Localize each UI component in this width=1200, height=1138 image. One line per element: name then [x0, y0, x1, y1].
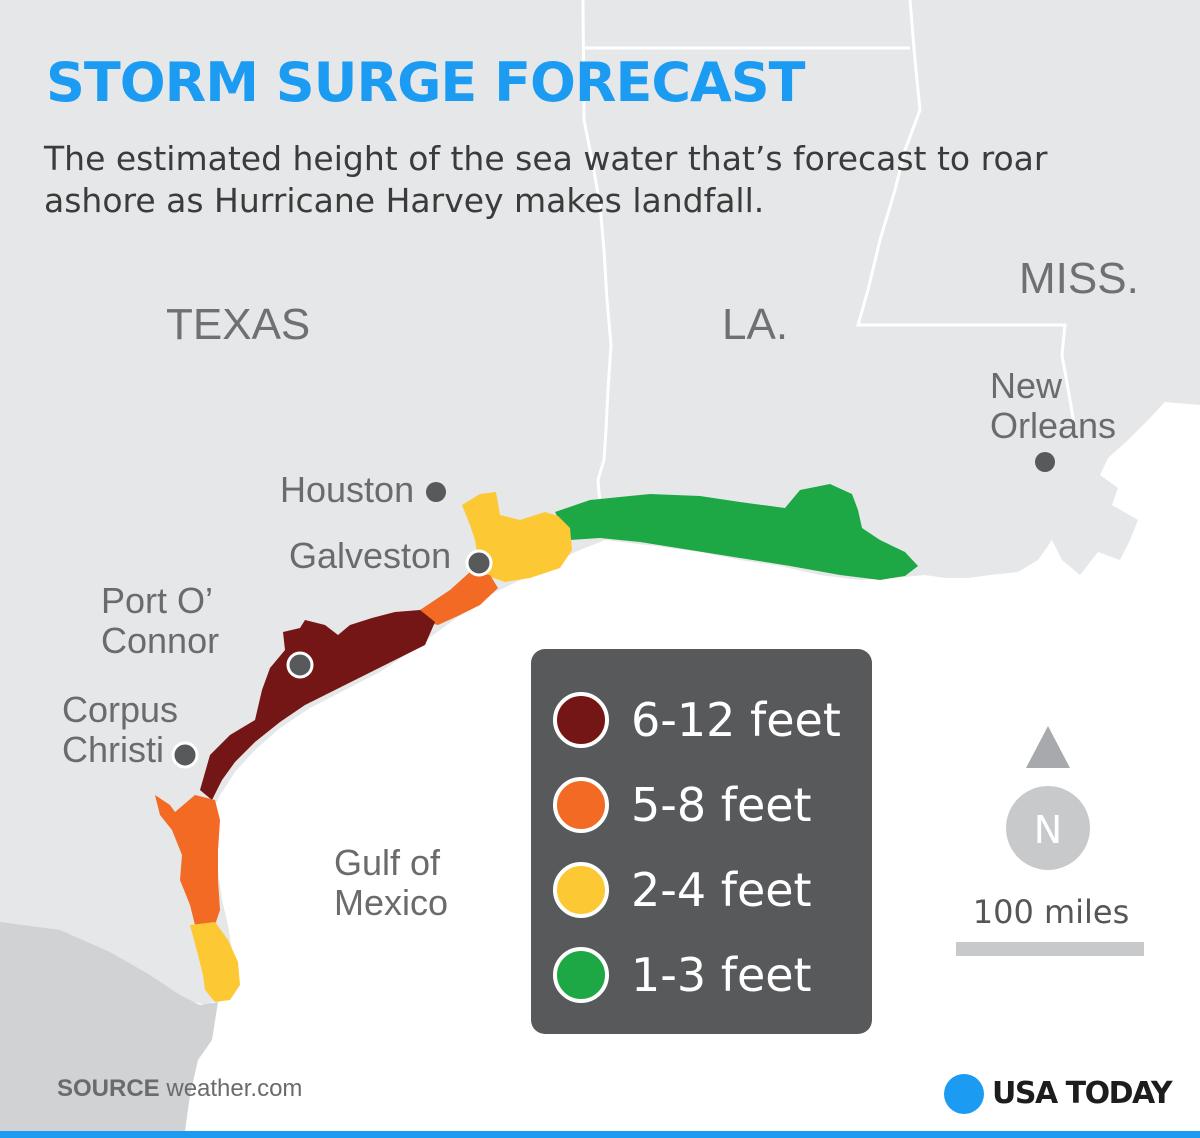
- subtitle: The estimated height of the sea water th…: [44, 139, 1048, 220]
- surge-zone-5-8ft-south-texas: [155, 795, 220, 925]
- surge-zone-6-12ft-matagorda: [200, 610, 435, 800]
- city-label-houston: Houston: [280, 469, 415, 510]
- corpus-christi-dot: [171, 741, 199, 769]
- brand-logo: USA TODAY: [944, 1074, 1173, 1114]
- legend-swatch: [553, 691, 609, 748]
- brand-dot-icon: [944, 1074, 984, 1114]
- legend-swatch: [553, 776, 609, 833]
- legend-label: 2-4 feet: [631, 862, 812, 917]
- scale-label: 100 miles: [972, 893, 1130, 931]
- new-orleans-dot: [1035, 452, 1055, 472]
- texas-louisiana-border: [581, 0, 613, 506]
- bottom-rule: [0, 1131, 1200, 1138]
- state-label-mississippi: MISS.: [1019, 254, 1139, 303]
- mexico-land: [0, 922, 218, 1131]
- state-label-louisiana: LA.: [722, 300, 789, 349]
- city-label-corpus-christi: Corpus Christi: [62, 689, 179, 770]
- compass-letter: N: [1034, 808, 1062, 852]
- legend-item: 2-4 feet: [553, 847, 872, 932]
- legend-item: 6-12 feet: [553, 677, 872, 762]
- port-oconnor-dot: [286, 651, 314, 679]
- legend-swatch: [553, 946, 609, 1003]
- north-arrow-icon: [1026, 726, 1070, 768]
- source-value: weather.com: [166, 1075, 303, 1102]
- houston-dot: [426, 482, 446, 502]
- title: STORM SURGE FORECAST: [46, 51, 805, 114]
- legend-item: 5-8 feet: [553, 762, 872, 847]
- source-key: SOURCE: [57, 1075, 160, 1102]
- surge-zone-2-4ft-south-texas: [190, 922, 240, 1002]
- legend-label: 5-8 feet: [631, 777, 812, 832]
- city-label-new-orleans: New Orleans: [990, 365, 1117, 446]
- surge-zone-5-8ft-galveston: [420, 572, 498, 625]
- state-label-texas: TEXAS: [166, 300, 311, 349]
- source-credit: SOURCE weather.com: [57, 1075, 302, 1103]
- city-label-galveston: Galveston: [289, 535, 452, 576]
- legend-item: 1-3 feet: [553, 932, 872, 1017]
- scale-bar: [956, 942, 1144, 956]
- galveston-dot: [465, 549, 493, 577]
- brand-name: USA TODAY: [992, 1076, 1173, 1111]
- surge-zone-1-3ft-louisiana: [555, 484, 918, 580]
- legend-label: 6-12 feet: [631, 692, 841, 747]
- city-label-port-oconnor: Port O’ Connor: [101, 580, 220, 661]
- louisiana-mississippi-border: [856, 0, 1077, 431]
- legend-label: 1-3 feet: [631, 947, 812, 1002]
- compass-circle: [1006, 786, 1090, 870]
- water-label-gulf-of-mexico: Gulf of Mexico: [334, 842, 449, 923]
- legend-swatch: [553, 861, 609, 918]
- legend: 6-12 feet 5-8 feet 2-4 feet 1-3 feet: [531, 649, 872, 1034]
